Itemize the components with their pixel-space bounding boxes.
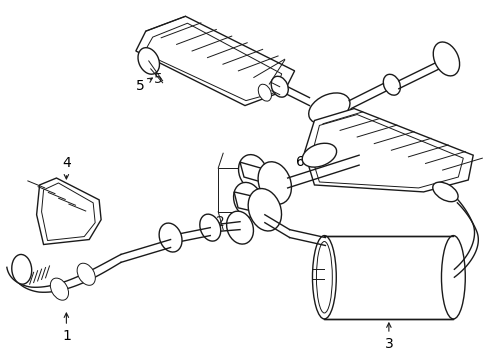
- Ellipse shape: [233, 183, 262, 217]
- Ellipse shape: [77, 263, 95, 285]
- Ellipse shape: [247, 189, 281, 231]
- Ellipse shape: [271, 76, 288, 97]
- Ellipse shape: [200, 214, 220, 241]
- Ellipse shape: [12, 255, 32, 284]
- Text: 2: 2: [215, 215, 224, 229]
- Ellipse shape: [312, 235, 336, 319]
- Ellipse shape: [316, 242, 332, 313]
- Ellipse shape: [226, 211, 253, 244]
- Ellipse shape: [302, 143, 336, 167]
- Ellipse shape: [383, 74, 400, 95]
- Text: 4: 4: [62, 156, 71, 179]
- Ellipse shape: [50, 278, 68, 300]
- Polygon shape: [311, 114, 462, 188]
- Text: 6: 6: [295, 154, 315, 169]
- Polygon shape: [37, 178, 101, 244]
- Ellipse shape: [308, 93, 349, 124]
- Polygon shape: [304, 109, 472, 192]
- Polygon shape: [136, 16, 294, 105]
- Text: 5: 5: [136, 78, 152, 93]
- Ellipse shape: [138, 48, 159, 74]
- Polygon shape: [324, 235, 452, 319]
- Ellipse shape: [258, 84, 271, 101]
- Ellipse shape: [432, 42, 459, 76]
- Ellipse shape: [441, 235, 464, 319]
- Ellipse shape: [159, 223, 182, 252]
- Polygon shape: [240, 162, 271, 185]
- Ellipse shape: [258, 162, 291, 204]
- Ellipse shape: [238, 154, 267, 189]
- Polygon shape: [234, 192, 264, 214]
- Polygon shape: [143, 23, 281, 100]
- Polygon shape: [41, 183, 95, 240]
- Ellipse shape: [432, 182, 457, 202]
- Text: 3: 3: [384, 323, 392, 351]
- Text: 5: 5: [154, 72, 163, 86]
- Text: 1: 1: [62, 313, 71, 343]
